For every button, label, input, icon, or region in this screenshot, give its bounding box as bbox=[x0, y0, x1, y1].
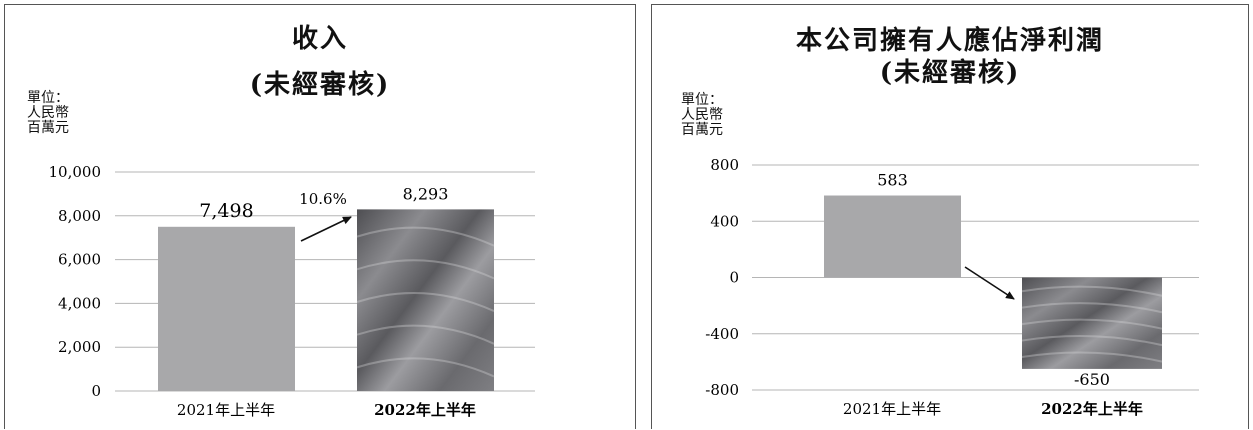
revenue-chart-panel: 收入 (未經審核) 單位： 人民幣 百萬元 0 2,000 4,000 6,000 8,… bbox=[4, 4, 636, 429]
data-label: 7,498 bbox=[199, 200, 253, 222]
revenue-bar-chart: 0 2,000 4,000 6,000 8,000 10,000 7,498 2021年上半年… bbox=[49, 163, 535, 419]
y-tick-label: 6,000 bbox=[58, 251, 101, 269]
texture-fold bbox=[1021, 302, 1163, 314]
texture-fold bbox=[356, 259, 495, 280]
texture-fold bbox=[1021, 285, 1163, 297]
texture-fold bbox=[356, 291, 495, 313]
texture-fold bbox=[1021, 335, 1163, 347]
texture-fold bbox=[356, 357, 495, 378]
x-tick-label: 2021年上半年 bbox=[843, 400, 941, 418]
chart-title: 收入 bbox=[291, 24, 348, 54]
growth-arrow bbox=[300, 216, 352, 242]
unit-label-line: 百萬元 bbox=[27, 120, 69, 136]
chart-subtitle: (未經審核) bbox=[879, 58, 1021, 88]
chart-title: 本公司擁有人應佔淨利潤 bbox=[795, 26, 1104, 56]
data-label: 8,293 bbox=[403, 184, 449, 203]
texture-fold bbox=[1021, 351, 1163, 363]
y-tick-label: 0 bbox=[729, 269, 739, 287]
unit-label-line: 單位： bbox=[681, 92, 723, 108]
y-tick-label: 0 bbox=[91, 382, 101, 400]
growth-label: 10.6% bbox=[299, 190, 347, 208]
texture-fold bbox=[356, 324, 495, 345]
net-profit-chart-panel: 本公司擁有人應佔淨利潤 (未經審核) 單位： 人民幣 百萬元 -800 -400 0… bbox=[651, 4, 1249, 429]
y-tick-label: 400 bbox=[710, 212, 739, 230]
chart-subtitle: (未經審核) bbox=[249, 70, 391, 100]
x-tick-label: 2022年上半年 bbox=[374, 401, 476, 419]
y-tick-label: -800 bbox=[705, 381, 739, 399]
texture-fold bbox=[356, 226, 495, 247]
y-tick-label: 4,000 bbox=[58, 294, 101, 312]
net-profit-bar-chart: -800 -400 0 400 800 583 2021年上半年 -650 2022年上半年 bbox=[705, 156, 1199, 418]
x-tick-label: 2021年上半年 bbox=[177, 401, 275, 419]
unit-label-line: 單位： bbox=[27, 90, 69, 106]
unit-label-line: 百萬元 bbox=[681, 122, 723, 138]
y-tick-label: 8,000 bbox=[58, 207, 101, 225]
y-tick-label: 2,000 bbox=[58, 338, 101, 356]
bar-2022 bbox=[1022, 277, 1162, 369]
bar-texture bbox=[356, 226, 495, 378]
unit-label-line: 人民幣 bbox=[681, 107, 723, 123]
unit-label: 單位： 人民幣 百萬元 bbox=[681, 93, 723, 138]
texture-fold bbox=[1021, 318, 1163, 330]
y-tick-label: 800 bbox=[710, 156, 739, 174]
unit-label-line: 人民幣 bbox=[27, 105, 69, 121]
y-tick-label: 10,000 bbox=[49, 163, 102, 181]
trend-arrow bbox=[964, 266, 1015, 300]
bar-texture bbox=[1021, 285, 1163, 363]
bar-2021 bbox=[824, 195, 961, 278]
data-label: -650 bbox=[1074, 370, 1110, 389]
y-tick-label: -400 bbox=[705, 325, 739, 343]
data-label: 583 bbox=[877, 171, 908, 190]
unit-label: 單位： 人民幣 百萬元 bbox=[27, 91, 69, 136]
x-tick-label: 2022年上半年 bbox=[1041, 400, 1143, 418]
bar-2022 bbox=[357, 209, 494, 391]
bar-2021 bbox=[158, 226, 295, 391]
